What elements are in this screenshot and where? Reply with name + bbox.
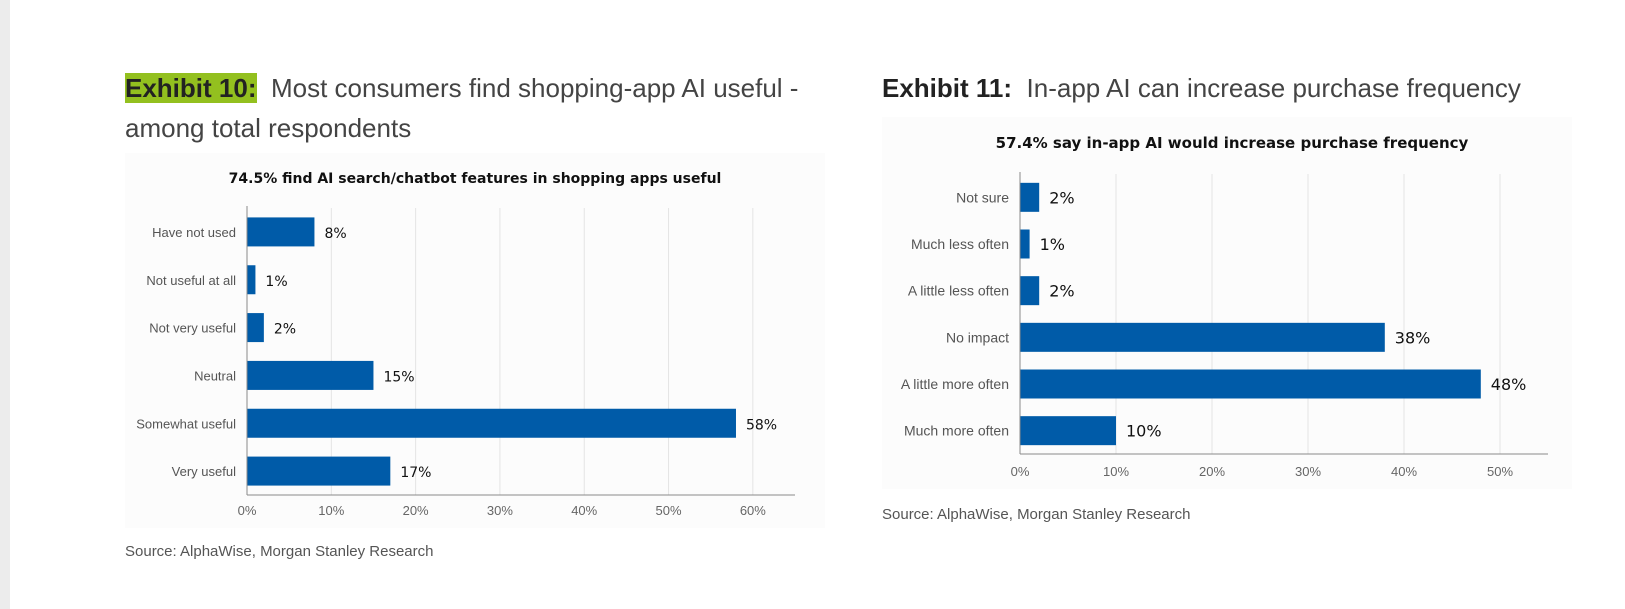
x-tick-label: 30% (1295, 464, 1321, 479)
bar (247, 217, 315, 247)
data-label: 38% (1395, 328, 1431, 347)
x-tick-label: 20% (403, 503, 429, 518)
data-label: 2% (1049, 188, 1074, 207)
data-label: 17% (400, 465, 431, 481)
exhibit-11-source: Source: AlphaWise, Morgan Stanley Resear… (882, 506, 1191, 523)
x-tick-label: 0% (1011, 464, 1030, 479)
exhibit-10-source: Source: AlphaWise, Morgan Stanley Resear… (125, 543, 434, 560)
data-label: 8% (324, 226, 346, 242)
x-tick-label: 10% (318, 503, 344, 518)
bar (1020, 322, 1385, 352)
exhibit-11-chart-svg: 57.4% say in-app AI would increase purch… (901, 134, 1548, 479)
category-label: Somewhat useful (136, 416, 236, 431)
bar (247, 265, 256, 295)
category-label: Not useful at all (146, 273, 236, 288)
bar (1020, 229, 1030, 259)
data-label: 15% (383, 369, 414, 385)
exhibit-10-chart-svg: 74.5% find AI search/chatbot features in… (136, 171, 795, 518)
bar (247, 408, 736, 438)
category-label: Have not used (152, 225, 236, 240)
category-label: Neutral (194, 368, 236, 383)
x-tick-label: 50% (1487, 464, 1513, 479)
x-tick-label: 60% (740, 503, 766, 518)
x-tick-label: 30% (487, 503, 513, 518)
bar (1020, 276, 1040, 306)
data-label: 1% (265, 274, 287, 290)
category-label: Much less often (911, 236, 1009, 252)
category-label: A little less often (908, 283, 1009, 299)
bar (247, 456, 391, 486)
exhibit-11-label: Exhibit 11: (882, 73, 1013, 103)
exhibit-10-chart: 74.5% find AI search/chatbot features in… (125, 153, 825, 528)
category-label: A little more often (901, 376, 1009, 392)
data-label: 58% (746, 417, 777, 433)
data-label: 2% (1049, 282, 1074, 301)
category-label: Very useful (172, 464, 236, 479)
data-label: 10% (1126, 422, 1162, 441)
bar (1020, 182, 1040, 212)
category-label: Not sure (956, 189, 1009, 205)
x-tick-label: 10% (1103, 464, 1129, 479)
x-tick-label: 40% (1391, 464, 1417, 479)
category-label: No impact (946, 329, 1009, 345)
exhibit-11-title: In-app AI can increase purchase frequenc… (1026, 73, 1521, 103)
left-margin-strip (0, 0, 10, 609)
bar (1020, 416, 1116, 446)
bar (247, 360, 374, 390)
bar (247, 313, 264, 343)
data-label: 48% (1491, 375, 1527, 394)
data-label: 1% (1040, 235, 1065, 254)
exhibit-10-title: Most consumers find shopping-app AI usef… (125, 73, 799, 143)
x-tick-label: 50% (656, 503, 682, 518)
bar (1020, 369, 1481, 399)
exhibit-10-label: Exhibit 10: (125, 73, 257, 103)
x-tick-label: 40% (571, 503, 597, 518)
x-tick-label: 0% (238, 503, 257, 518)
category-label: Much more often (904, 423, 1009, 439)
exhibit-10-heading: Exhibit 10: Most consumers find shopping… (125, 68, 825, 148)
category-label: Not very useful (149, 321, 236, 336)
exhibit-11-chart: 57.4% say in-app AI would increase purch… (882, 117, 1572, 489)
x-tick-label: 20% (1199, 464, 1225, 479)
chart-title: 57.4% say in-app AI would increase purch… (996, 134, 1469, 152)
exhibit-11-heading: Exhibit 11: In-app AI can increase purch… (882, 68, 1602, 108)
chart-title: 74.5% find AI search/chatbot features in… (229, 171, 722, 187)
data-label: 2% (274, 322, 296, 338)
